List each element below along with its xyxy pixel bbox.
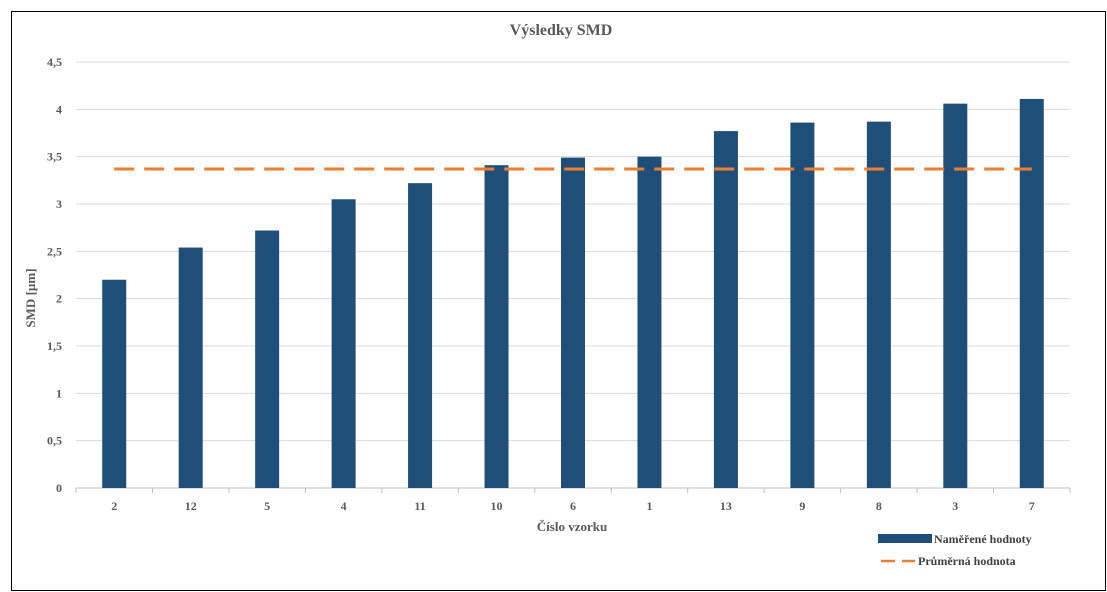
y-tick-label: 2,5 [47,244,62,258]
x-tick-label: 5 [264,499,270,513]
x-tick-label: 6 [570,499,576,513]
x-tick-label: 8 [876,499,882,513]
bar [102,279,127,488]
bar [408,183,433,488]
chart-frame: Výsledky SMD 0 0,5 1 1,5 2 2,5 3 3,5 4 4,5 2 12 5 4 1… [11,11,1106,591]
y-tick-label: 0,5 [47,434,62,448]
bar [331,199,356,488]
x-tick-label: 2 [111,499,117,513]
y-tick-label: 1 [56,386,62,400]
x-tick-label: 7 [1029,499,1035,513]
x-tick-labels: 2 12 5 4 11 10 6 1 13 9 8 3 7 [75,488,1071,513]
y-tick-label: 4 [56,102,62,116]
x-axis-title: Číslo vzorku [537,519,607,534]
x-tick-label: 13 [720,499,732,513]
bar [637,156,662,488]
x-tick-label: 9 [799,499,805,513]
y-tick-label: 4,5 [47,55,62,69]
y-tick-label: 3,5 [47,150,62,164]
bar [484,165,509,489]
x-tick-label: 3 [952,499,958,513]
legend-label-measured: Naměřené hodnoty [934,532,1032,546]
bar [561,157,585,488]
y-tick-label: 3 [56,197,62,211]
y-axis-title: SMD [µm] [23,268,38,327]
x-tick-label: 11 [414,499,425,513]
x-tick-label: 4 [341,499,347,513]
bar [1019,98,1044,489]
bar [866,121,891,488]
bar [713,131,738,488]
bar-series [102,98,1044,489]
legend-label-average: Průměrná hodnota [918,554,1016,568]
bar [943,103,968,489]
y-tick-label: 1,5 [47,339,62,353]
y-tick-label: 2 [56,292,62,306]
y-tick-labels: 0 0,5 1 1,5 2 2,5 3 3,5 4 4,5 [47,55,62,495]
y-tick-label: 0 [56,481,62,495]
x-tick-label: 10 [491,499,503,513]
chart-title: Výsledky SMD [510,22,613,39]
x-tick-label: 1 [646,499,652,513]
bar [790,122,815,488]
bar [178,247,203,488]
legend: Naměřené hodnoty Průměrná hodnota [878,532,1032,568]
legend-swatch-measured [878,534,932,543]
chart-svg: Výsledky SMD 0 0,5 1 1,5 2 2,5 3 3,5 4 4,5 2 12 5 4 1… [23,22,1071,568]
x-tick-label: 12 [185,499,197,513]
bar [255,230,280,489]
